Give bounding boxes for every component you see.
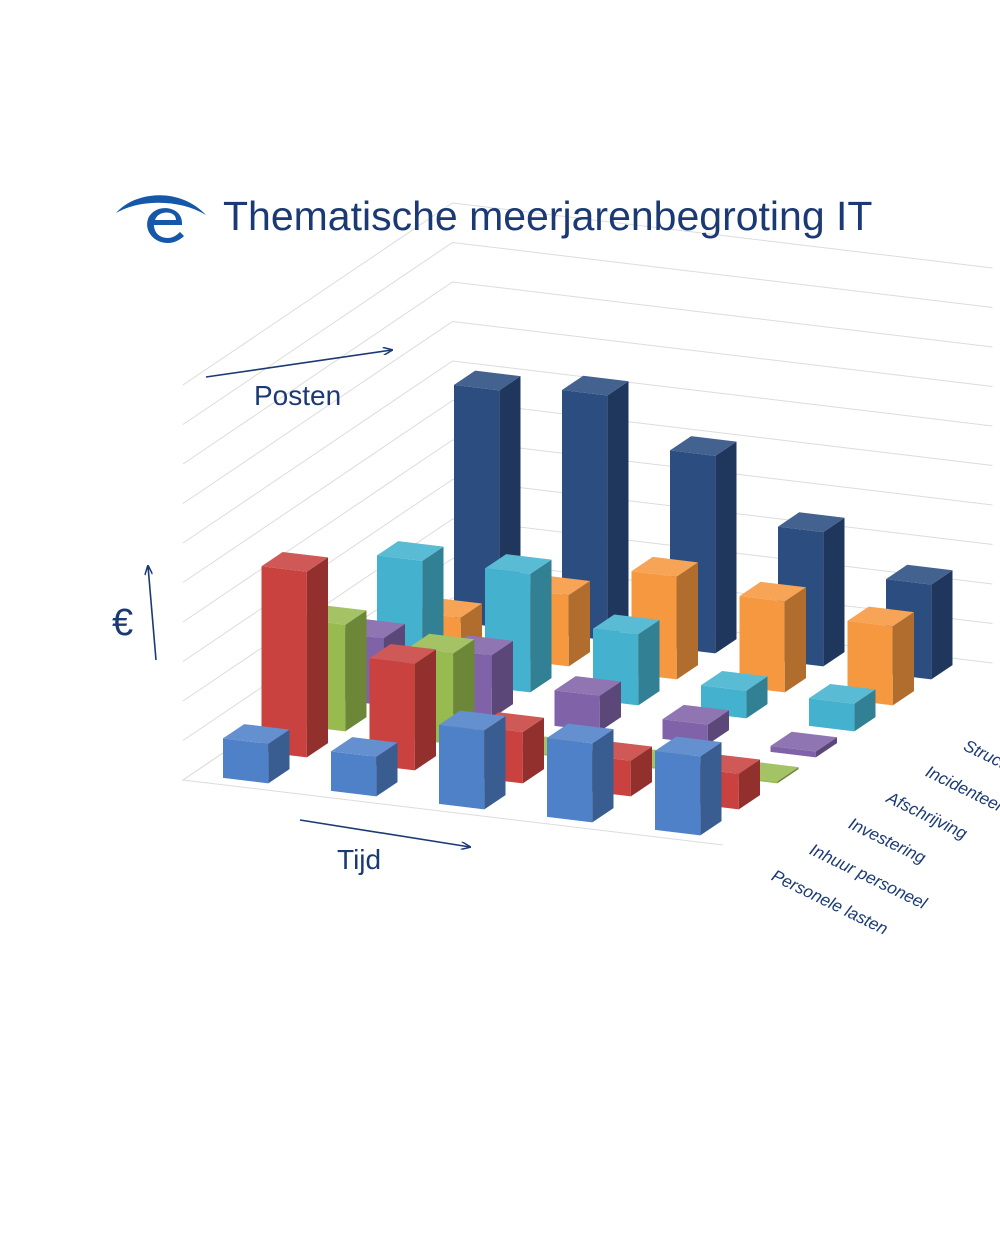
bar-side xyxy=(592,729,614,823)
gridline xyxy=(182,241,993,425)
gridline xyxy=(182,281,993,465)
bar xyxy=(554,676,621,732)
bar xyxy=(847,606,914,706)
bar xyxy=(662,704,729,745)
bar-side xyxy=(638,620,660,706)
header: Thematische meerjarenbegroting IT xyxy=(110,183,930,253)
bar-front xyxy=(562,390,608,641)
bar-side xyxy=(414,649,436,771)
bar-side xyxy=(700,742,722,836)
bar-top xyxy=(593,614,660,635)
bar-top xyxy=(261,552,328,572)
bar-side xyxy=(777,767,799,784)
bar-side xyxy=(522,717,544,784)
bar-top xyxy=(655,736,722,757)
e-eye-logo-icon xyxy=(116,195,206,243)
gridline xyxy=(182,360,993,544)
bar-side xyxy=(306,557,328,758)
bar-side xyxy=(707,710,729,745)
bar xyxy=(223,724,290,784)
bars xyxy=(223,370,953,836)
bar-front xyxy=(809,698,855,732)
bar-front xyxy=(439,724,485,810)
bar-side xyxy=(568,581,590,667)
bar-top xyxy=(701,671,768,691)
bar-top xyxy=(554,676,621,696)
bar-front xyxy=(770,746,816,758)
bar-front xyxy=(261,566,307,758)
bar-side xyxy=(746,676,768,719)
bar-top xyxy=(662,704,729,725)
bar-top xyxy=(770,731,837,752)
bar-top xyxy=(670,436,737,456)
bar xyxy=(331,737,398,797)
bar xyxy=(655,736,722,836)
bar-side xyxy=(892,612,914,706)
bar-top xyxy=(454,370,521,391)
bar xyxy=(770,731,837,758)
bar-side xyxy=(484,716,506,810)
gridline xyxy=(182,320,993,504)
bar-side xyxy=(530,559,552,693)
bar-top xyxy=(369,644,436,664)
bar-front xyxy=(655,750,701,836)
bar-top xyxy=(562,375,629,396)
bar-front xyxy=(223,738,269,784)
bar-top xyxy=(778,512,845,533)
bar-side xyxy=(607,381,629,641)
gridline xyxy=(182,202,993,386)
bar xyxy=(739,581,806,693)
bar-top xyxy=(439,710,506,731)
bar xyxy=(562,375,629,641)
bar-side xyxy=(931,570,953,680)
euro-arrow xyxy=(148,566,157,661)
bar-front xyxy=(739,596,785,693)
bar xyxy=(261,552,328,758)
bar-side xyxy=(823,517,845,667)
bar-top xyxy=(377,541,444,561)
bar xyxy=(809,684,876,732)
bar-front xyxy=(847,620,893,706)
bar-front xyxy=(331,751,377,797)
tijd-arrow xyxy=(299,819,470,847)
bar-side xyxy=(738,759,760,810)
bar xyxy=(369,644,436,771)
bar-top xyxy=(739,581,806,602)
bar-front xyxy=(547,737,593,823)
bar-top xyxy=(631,556,698,577)
bar-side xyxy=(854,689,876,732)
bar-top xyxy=(886,564,953,585)
bar-side xyxy=(345,610,367,732)
bar-side xyxy=(784,587,806,693)
bar xyxy=(439,710,506,810)
bar-top xyxy=(809,684,876,704)
bar-side xyxy=(599,681,621,732)
bar-side xyxy=(491,640,513,719)
euro-axis-label: € xyxy=(112,602,134,644)
posten-axis-label: Posten xyxy=(254,380,342,411)
posten-arrow xyxy=(205,350,392,378)
bar-top xyxy=(847,606,914,627)
bar-top xyxy=(547,723,614,744)
bar-side xyxy=(268,729,290,784)
bar-side xyxy=(715,441,737,654)
bar-side xyxy=(676,562,698,680)
bar-top xyxy=(223,724,290,744)
bar-top xyxy=(331,737,398,757)
bar-top xyxy=(485,554,552,574)
tijd-axis-label: Tijd xyxy=(337,844,382,875)
bar xyxy=(547,723,614,823)
bar-side xyxy=(630,746,652,797)
bar-front xyxy=(554,690,600,732)
gridline xyxy=(182,399,993,583)
bar-front xyxy=(662,719,708,745)
bar-side xyxy=(815,737,837,758)
page-title: Thematische meerjarenbegroting IT xyxy=(223,193,873,239)
bar-side xyxy=(376,742,398,797)
